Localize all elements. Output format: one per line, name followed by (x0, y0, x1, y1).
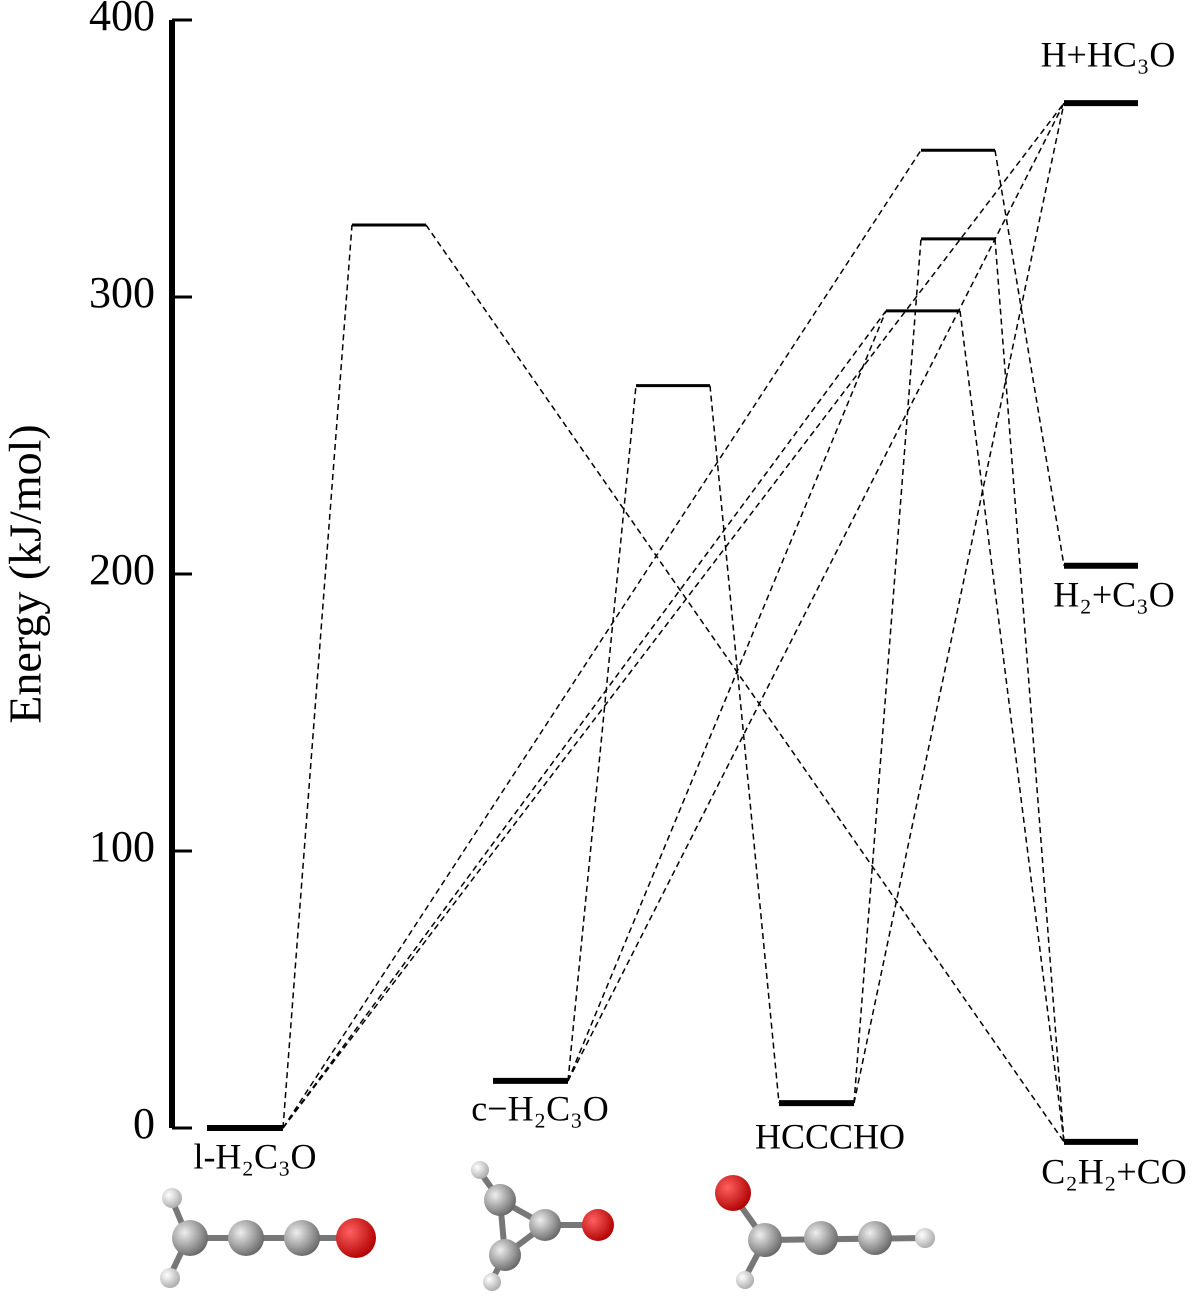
level-label: H+HC₃O (1041, 34, 1176, 74)
y-tick-label: 0 (133, 1099, 155, 1148)
level-label: H₂+C₃O (1053, 574, 1174, 614)
molecule-c (471, 1161, 614, 1291)
y-tick-label: 200 (89, 545, 155, 594)
pathway-link (994, 238, 1065, 1142)
pathway-link (994, 150, 1065, 566)
pathway-link (853, 238, 922, 1104)
y-tick-label: 300 (89, 268, 155, 317)
molecule-l (160, 1188, 376, 1288)
y-tick-label: 100 (89, 822, 155, 871)
pathway-link (567, 310, 887, 1082)
level-label: HCCCHO (755, 1116, 905, 1156)
level-label: l‑H₂C₃O (193, 1136, 316, 1176)
level-label: c−H₂C₃O (471, 1088, 608, 1128)
pathway-link (425, 224, 1065, 1143)
pathway-link (709, 385, 780, 1104)
pathway-link (853, 102, 1065, 1104)
pathway-link (567, 102, 1065, 1082)
molecule-hcccho (715, 1175, 935, 1289)
y-axis-label: Energy (kJ/mol) (0, 424, 51, 723)
pathway-link (282, 149, 922, 1129)
pathway-link (282, 102, 1065, 1129)
y-tick-label: 400 (89, 0, 155, 40)
level-label: C₂H₂+CO (1041, 1151, 1186, 1191)
pathway-link (567, 385, 637, 1081)
pathway-link (959, 310, 1065, 1142)
pathway-link (282, 310, 887, 1129)
pathway-link (282, 224, 353, 1129)
